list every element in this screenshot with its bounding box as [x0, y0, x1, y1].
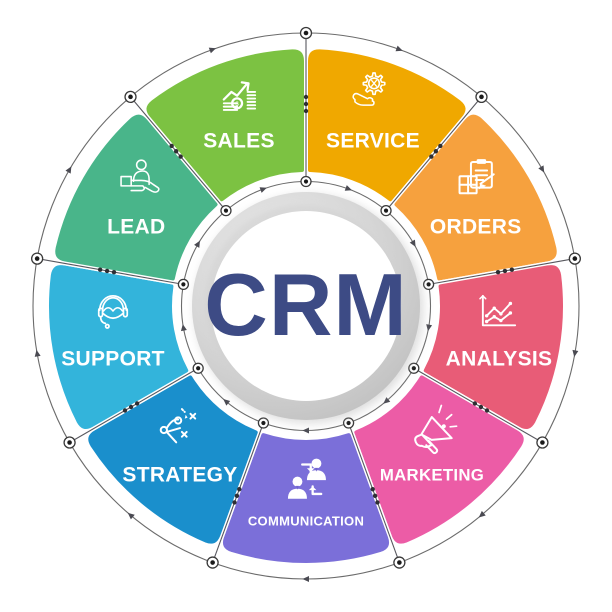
svg-text:ANALYSIS: ANALYSIS — [446, 348, 553, 371]
svg-text:SERVICE: SERVICE — [326, 129, 420, 152]
svg-text:SUPPORT: SUPPORT — [61, 348, 165, 371]
svg-text:CRM: CRM — [204, 255, 407, 354]
svg-text:ORDERS: ORDERS — [430, 216, 522, 239]
svg-text:LEAD: LEAD — [107, 216, 165, 239]
svg-text:MARKETING: MARKETING — [380, 466, 484, 485]
svg-text:COMMUNICATION: COMMUNICATION — [248, 513, 364, 528]
svg-text:SALES: SALES — [203, 129, 275, 152]
svg-text:STRATEGY: STRATEGY — [122, 464, 237, 487]
